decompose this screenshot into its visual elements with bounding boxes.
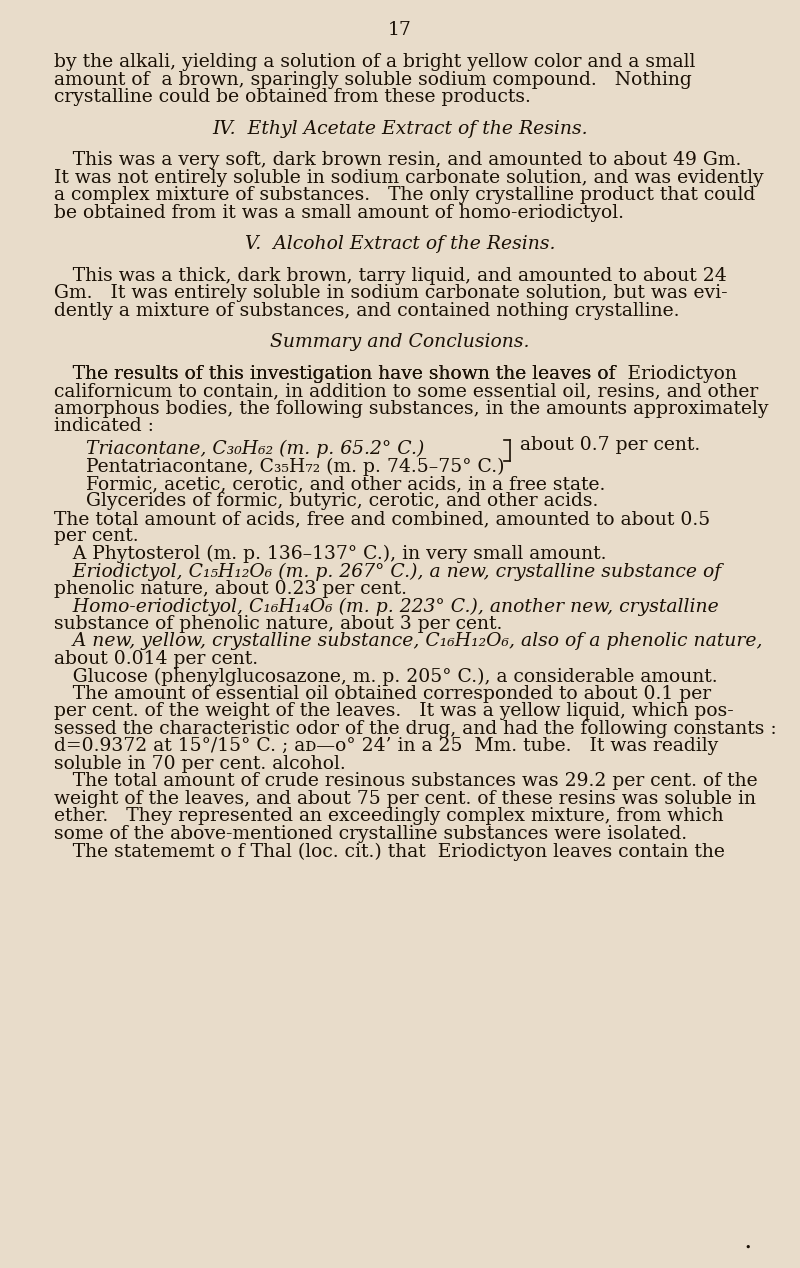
- Text: The total amount of acids, free and combined, amounted to about 0.5: The total amount of acids, free and comb…: [54, 510, 710, 527]
- Text: californicum to contain, in addition to some essential oil, resins, and other: californicum to contain, in addition to …: [54, 382, 758, 401]
- Text: A new, yellow, crystalline substance, C₁₆H₁₂O₆, also of a phenolic nature,: A new, yellow, crystalline substance, C₁…: [54, 633, 763, 650]
- Text: weight of the leaves, and about 75 per cent. of these resins was soluble in: weight of the leaves, and about 75 per c…: [54, 790, 757, 808]
- Text: Eriodictyol, C₁₅H₁₂O₆ (m. p. 267° C.), a new, crystalline substance of: Eriodictyol, C₁₅H₁₂O₆ (m. p. 267° C.), a…: [54, 563, 722, 581]
- Text: d=0.9372 at 15°/15° C. ; aᴅ—o° 24’ in a 25  Mm. tube.   It was readily: d=0.9372 at 15°/15° C. ; aᴅ—o° 24’ in a …: [54, 738, 718, 756]
- Text: A Phytosterol (m. p. 136–137° C.), in very small amount.: A Phytosterol (m. p. 136–137° C.), in ve…: [54, 545, 607, 563]
- Text: be obtained from it was a small amount of homo-eriodictyol.: be obtained from it was a small amount o…: [54, 204, 624, 222]
- Text: This was a thick, dark brown, tarry liquid, and amounted to about 24: This was a thick, dark brown, tarry liqu…: [54, 266, 727, 285]
- Text: soluble in 70 per cent. alcohol.: soluble in 70 per cent. alcohol.: [54, 754, 346, 773]
- Text: Homo-eriodictyol, C₁₆H₁₄O₆ (m. p. 223° C.), another new, crystalline: Homo-eriodictyol, C₁₆H₁₄O₆ (m. p. 223° C…: [54, 597, 719, 616]
- Text: V.  Alcohol Extract of the Resins.: V. Alcohol Extract of the Resins.: [245, 236, 555, 254]
- Text: •: •: [744, 1243, 750, 1253]
- Text: phenolic nature, about 0.23 per cent.: phenolic nature, about 0.23 per cent.: [54, 579, 407, 598]
- Text: It was not entirely soluble in sodium carbonate solution, and was evidently: It was not entirely soluble in sodium ca…: [54, 169, 764, 186]
- Text: 17: 17: [388, 22, 412, 39]
- Text: a complex mixture of substances.   The only crystalline product that could: a complex mixture of substances. The onl…: [54, 186, 756, 204]
- Text: per cent. of the weight of the leaves.   It was a yellow liquid, which pos-: per cent. of the weight of the leaves. I…: [54, 702, 734, 720]
- Text: Glucose (phenylglucosazone, m. p. 205° C.), a considerable amount.: Glucose (phenylglucosazone, m. p. 205° C…: [54, 667, 718, 686]
- Text: about 0.7 per cent.: about 0.7 per cent.: [520, 436, 700, 454]
- Text: indicated :: indicated :: [54, 417, 154, 435]
- Text: Formic, acetic, cerotic, and other acids, in a free state.: Formic, acetic, cerotic, and other acids…: [86, 476, 606, 493]
- Text: Summary and Conclusions.: Summary and Conclusions.: [270, 333, 530, 351]
- Text: some of the above-mentioned crystalline substances were isolated.: some of the above-mentioned crystalline …: [54, 825, 687, 843]
- Text: crystalline could be obtained from these products.: crystalline could be obtained from these…: [54, 89, 531, 107]
- Text: Gm.   It was entirely soluble in sodium carbonate solution, but was evi-: Gm. It was entirely soluble in sodium ca…: [54, 284, 728, 302]
- Text: about 0.014 per cent.: about 0.014 per cent.: [54, 650, 258, 668]
- Text: amorphous bodies, the following substances, in the amounts approximately: amorphous bodies, the following substanc…: [54, 399, 769, 417]
- Text: IV.  Ethyl Acetate Extract of the Resins.: IV. Ethyl Acetate Extract of the Resins.: [212, 119, 588, 138]
- Text: per cent.: per cent.: [54, 527, 139, 545]
- Text: substance of phenolic nature, about 3 per cent.: substance of phenolic nature, about 3 pe…: [54, 615, 502, 633]
- Text: by the alkali, yielding a solution of a bright yellow color and a small: by the alkali, yielding a solution of a …: [54, 53, 696, 71]
- Text: amount of  a brown, sparingly soluble sodium compound.   Nothing: amount of a brown, sparingly soluble sod…: [54, 71, 692, 89]
- Text: The amount of essential oil obtained corresponded to about 0.1 per: The amount of essential oil obtained cor…: [54, 685, 711, 702]
- Text: dently a mixture of substances, and contained nothing crystalline.: dently a mixture of substances, and cont…: [54, 302, 680, 320]
- Text: Glycerides of formic, butyric, cerotic, and other acids.: Glycerides of formic, butyric, cerotic, …: [86, 492, 598, 511]
- Text: The total amount of crude resinous substances was 29.2 per cent. of the: The total amount of crude resinous subst…: [54, 772, 758, 790]
- Text: The results of this investigation have shown the leaves of  Eriodictyon: The results of this investigation have s…: [54, 365, 738, 383]
- Text: Pentatriacontane, C₃₅H₇₂ (m. p. 74.5–75° C.): Pentatriacontane, C₃₅H₇₂ (m. p. 74.5–75°…: [86, 458, 505, 476]
- Text: ether.   They represented an exceedingly complex mixture, from which: ether. They represented an exceedingly c…: [54, 808, 724, 825]
- Text: The results of this investigation have shown the leaves of: The results of this investigation have s…: [54, 365, 628, 383]
- Text: Triacontane, C₃₀H₆₂ (m. p. 65.2° C.): Triacontane, C₃₀H₆₂ (m. p. 65.2° C.): [86, 440, 425, 458]
- Text: This was a very soft, dark brown resin, and amounted to about 49 Gm.: This was a very soft, dark brown resin, …: [54, 151, 742, 169]
- Text: The statememt o f Thal (loc. cit.) that  Eriodictyon leaves contain the: The statememt o f Thal (loc. cit.) that …: [54, 842, 726, 861]
- Text: sessed the characteristic odor of the drug, and had the following constants :: sessed the characteristic odor of the dr…: [54, 720, 777, 738]
